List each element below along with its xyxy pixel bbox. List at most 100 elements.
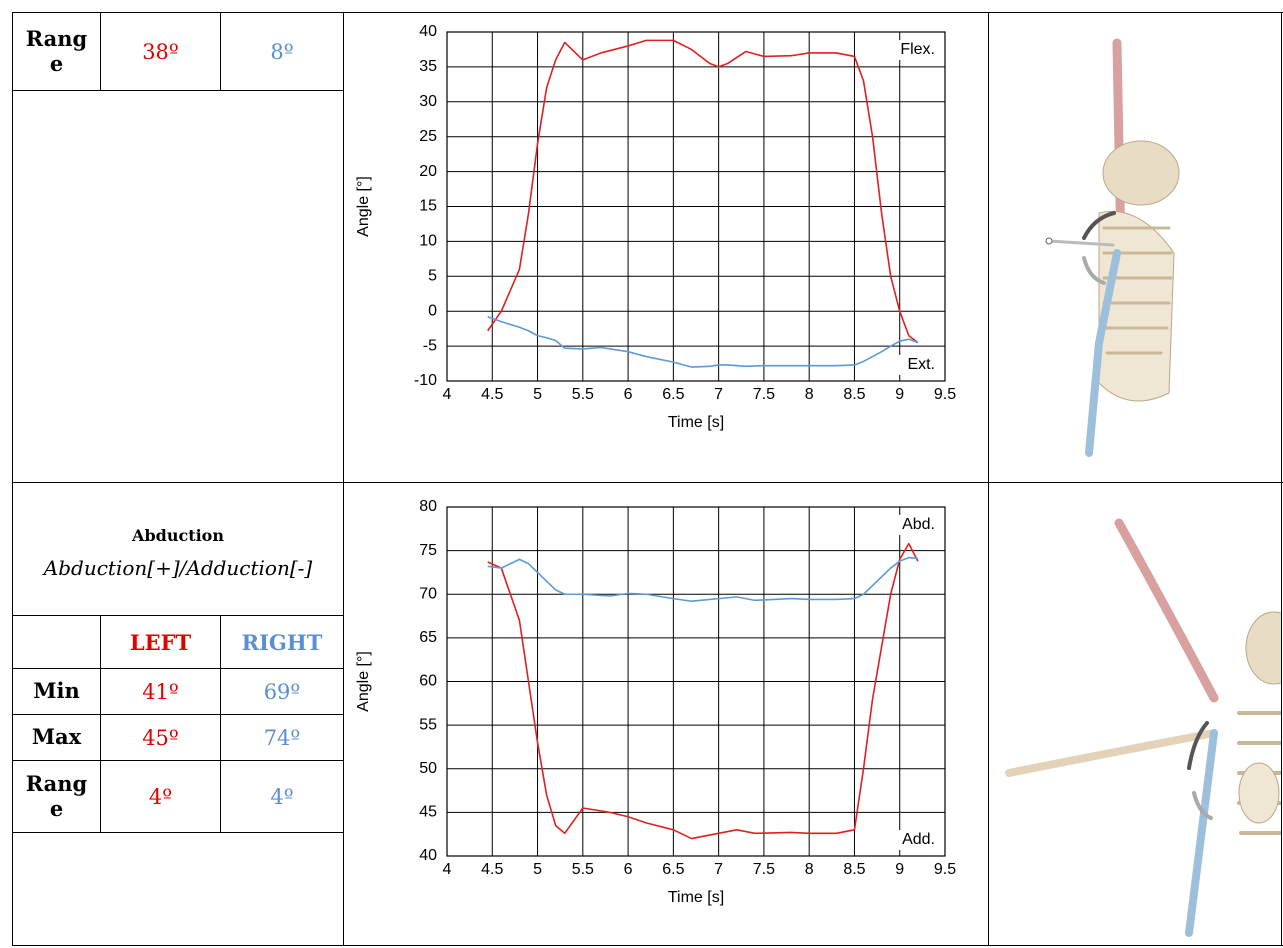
annotation-bg xyxy=(895,355,939,375)
y-tick-label: 55 xyxy=(419,716,437,733)
header-left: LEFT xyxy=(129,629,192,655)
border xyxy=(12,615,343,616)
y-tick-label: 75 xyxy=(419,542,437,559)
x-tick-label: 5 xyxy=(533,861,542,878)
right-value: 8º xyxy=(270,39,294,64)
x-tick-label: 8 xyxy=(805,861,814,878)
x-tick-label: 7 xyxy=(714,861,723,878)
y-tick-label: 60 xyxy=(419,673,437,690)
y-tick-label: 5 xyxy=(428,268,437,285)
x-tick-label: 6.5 xyxy=(662,386,684,403)
border xyxy=(12,714,343,715)
x-tick-label: 5.5 xyxy=(572,386,594,403)
x-tick-label: 6.5 xyxy=(662,861,684,878)
skeleton-illustration xyxy=(1005,518,1281,937)
y-tick-label: 65 xyxy=(419,629,437,646)
border xyxy=(100,12,101,90)
annotation-bg xyxy=(895,515,939,535)
chart: -10 -5 0 5 10 15 20 25 30 35 40 4 4.5 5 5.5 6 6.5 7 7.5 8 8.… xyxy=(355,23,956,431)
x-tick-label: 6 xyxy=(624,386,633,403)
x-tick-label: 7.5 xyxy=(753,861,775,878)
plot-frame xyxy=(446,31,946,382)
x-tick-label: 7 xyxy=(714,386,723,403)
border xyxy=(220,12,221,90)
y-tick-label: 70 xyxy=(419,585,437,602)
chart: 40 45 50 55 60 65 70 75 80 4 4.5 5 5.5 6 6.5 7 7.5 8 8.5 9 9… xyxy=(355,498,956,906)
x-axis-label: Time [s] xyxy=(668,414,724,431)
border xyxy=(220,615,221,832)
x-tick-label: 4 xyxy=(443,386,452,403)
border xyxy=(12,482,1283,483)
y-tick-label: 40 xyxy=(419,23,437,40)
annotation: Ext. xyxy=(907,356,935,373)
x-tick-label: 4.5 xyxy=(481,861,503,878)
row-label: Max xyxy=(31,724,82,750)
annotation: Abd. xyxy=(902,516,935,533)
y-tick-label: 15 xyxy=(419,198,437,215)
x-tick-label: 8 xyxy=(805,386,814,403)
plot-frame xyxy=(446,506,946,857)
y-tick-label: 45 xyxy=(419,804,437,821)
x-tick-label: 8.5 xyxy=(843,861,865,878)
border xyxy=(12,945,1283,946)
x-axis-label: Time [s] xyxy=(668,889,724,906)
x-tick-label: 9 xyxy=(895,386,904,403)
border xyxy=(988,12,989,946)
line-series xyxy=(487,39,919,344)
border xyxy=(12,760,343,761)
y-tick-label: 50 xyxy=(419,760,437,777)
section-subtitle: Abduction[+]/Adduction[-] xyxy=(43,556,313,580)
border xyxy=(12,832,343,833)
x-tick-label: 7.5 xyxy=(753,386,775,403)
annotation: Flex. xyxy=(900,41,935,58)
y-tick-label: 80 xyxy=(419,498,437,515)
y-tick-label: 35 xyxy=(419,58,437,75)
y-axis-label: Angle [°] xyxy=(355,651,372,712)
x-tick-label: 5.5 xyxy=(572,861,594,878)
row-label: Range xyxy=(25,771,88,821)
y-tick-label: -5 xyxy=(423,337,437,354)
right-value: 4º xyxy=(270,784,294,809)
x-tick-label: 8.5 xyxy=(843,386,865,403)
line-series xyxy=(487,556,918,603)
annotation: Add. xyxy=(902,831,935,848)
y-tick-label: 0 xyxy=(428,302,437,319)
annotation-bg xyxy=(895,830,939,850)
y-tick-label: 40 xyxy=(419,847,437,864)
border xyxy=(1281,12,1282,946)
border xyxy=(12,668,343,669)
row-label: Min xyxy=(33,678,80,704)
border xyxy=(12,90,343,91)
x-tick-label: 5 xyxy=(533,386,542,403)
left-value: 38º xyxy=(142,39,179,64)
right-value: 74º xyxy=(263,725,301,750)
row-label: Range xyxy=(25,26,88,76)
x-tick-label: 9.5 xyxy=(934,861,956,878)
skeleton-illustration xyxy=(1045,38,1180,457)
annotation-bg xyxy=(895,40,939,60)
section-title: Abduction xyxy=(132,525,224,545)
y-tick-label: -10 xyxy=(414,372,437,389)
x-tick-label: 6 xyxy=(624,861,633,878)
line-series xyxy=(487,542,919,840)
left-value: 4º xyxy=(148,784,173,809)
header-right: RIGHT xyxy=(241,629,323,655)
line-series xyxy=(487,316,919,368)
border xyxy=(12,12,13,946)
border xyxy=(100,615,101,832)
left-value: 45º xyxy=(142,725,179,750)
left-value: 41º xyxy=(142,679,179,704)
y-tick-label: 20 xyxy=(419,163,437,180)
y-axis-label: Angle [°] xyxy=(355,176,372,237)
x-tick-label: 4 xyxy=(443,861,452,878)
x-tick-label: 9.5 xyxy=(934,386,956,403)
y-tick-label: 30 xyxy=(419,93,437,110)
y-tick-label: 10 xyxy=(419,233,437,250)
x-tick-label: 9 xyxy=(895,861,904,878)
right-value: 69º xyxy=(263,679,301,704)
border xyxy=(12,12,1283,13)
border xyxy=(343,12,344,946)
x-tick-label: 4.5 xyxy=(481,386,503,403)
y-tick-label: 25 xyxy=(419,128,437,145)
